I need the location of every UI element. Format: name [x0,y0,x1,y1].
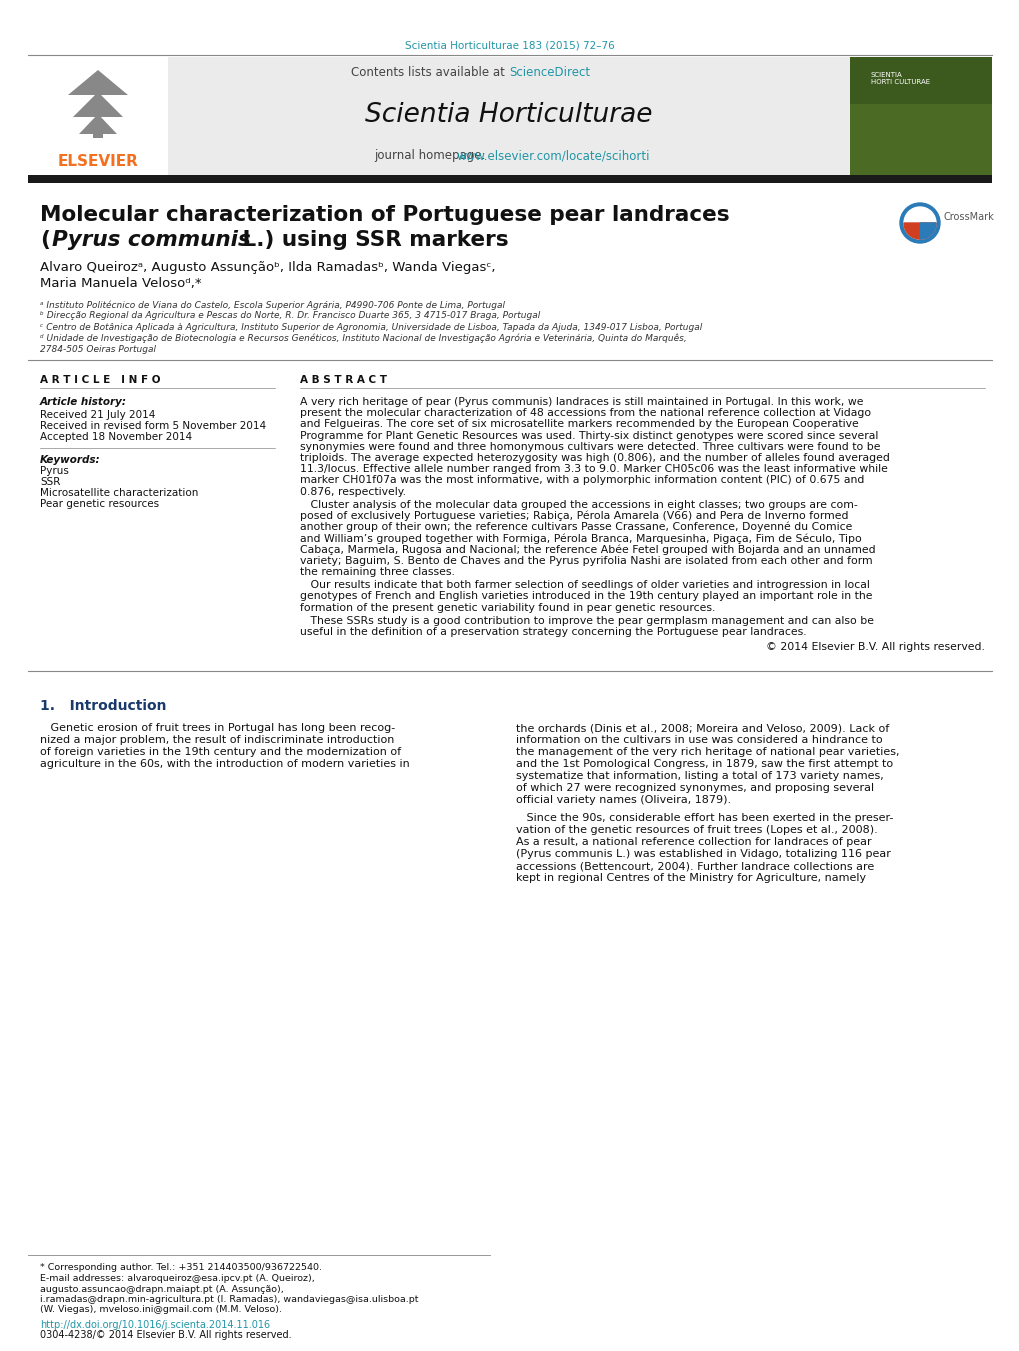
Text: genotypes of French and English varieties introduced in the 19th century played : genotypes of French and English varietie… [300,592,871,601]
Text: Our results indicate that both farmer selection of seedlings of older varieties : Our results indicate that both farmer se… [300,580,869,590]
Text: (Pyrus communis L.) was established in Vidago, totalizing 116 pear: (Pyrus communis L.) was established in V… [516,850,890,859]
Text: (W. Viegas), mveloso.ini@gmail.com (M.M. Veloso).: (W. Viegas), mveloso.ini@gmail.com (M.M.… [40,1305,281,1315]
Circle shape [899,203,940,243]
Text: triploids. The average expected heterozygosity was high (0.806), and the number : triploids. The average expected heterozy… [300,453,889,463]
Text: and Felgueiras. The core set of six microsatellite markers recommended by the Eu: and Felgueiras. The core set of six micr… [300,419,858,430]
Text: Since the 90s, considerable effort has been exerted in the preser-: Since the 90s, considerable effort has b… [516,813,893,823]
Text: SSR: SSR [40,477,60,486]
Text: ScienceDirect: ScienceDirect [508,66,590,80]
Text: Contents lists available at: Contents lists available at [351,66,508,80]
Text: * Corresponding author. Tel.: +351 214403500/936722540.: * Corresponding author. Tel.: +351 21440… [40,1263,322,1273]
Text: © 2014 Elsevier B.V. All rights reserved.: © 2014 Elsevier B.V. All rights reserved… [765,642,984,653]
Text: variety; Baguim, S. Bento de Chaves and the Pyrus pyrifolia Nashi are isolated f: variety; Baguim, S. Bento de Chaves and … [300,555,872,566]
Text: journal homepage:: journal homepage: [374,150,489,162]
Bar [28,57,168,176]
Text: the remaining three classes.: the remaining three classes. [300,567,454,577]
Text: Microsatellite characterization: Microsatellite characterization [40,488,198,499]
Text: 0304-4238/© 2014 Elsevier B.V. All rights reserved.: 0304-4238/© 2014 Elsevier B.V. All right… [40,1331,291,1340]
Bar [849,104,991,176]
Text: Maria Manuela Velosoᵈ,*: Maria Manuela Velosoᵈ,* [40,277,202,289]
Polygon shape [68,70,127,95]
Text: CrossMark: CrossMark [943,212,994,222]
Text: A very rich heritage of pear (Pyrus communis) landraces is still maintained in P: A very rich heritage of pear (Pyrus comm… [300,397,863,407]
Text: Programme for Plant Genetic Resources was used. Thirty-six distinct genotypes we: Programme for Plant Genetic Resources wa… [300,431,877,440]
Text: of foreign varieties in the 19th century and the modernization of: of foreign varieties in the 19th century… [40,747,400,757]
Text: vation of the genetic resources of fruit trees (Lopes et al., 2008).: vation of the genetic resources of fruit… [516,825,877,835]
Text: Received in revised form 5 November 2014: Received in revised form 5 November 2014 [40,422,266,431]
Text: (: ( [40,230,50,250]
Text: posed of exclusively Portuguese varieties; Rabiça, Pérola Amarela (V66) and Pera: posed of exclusively Portuguese varietie… [300,511,848,521]
Text: Pyrus: Pyrus [40,466,69,476]
Text: ᶜ Centro de Botânica Aplicada à Agricultura, Instituto Superior de Agronomia, Un: ᶜ Centro de Botânica Aplicada à Agricult… [40,323,701,331]
Text: present the molecular characterization of 48 accessions from the national refere: present the molecular characterization o… [300,408,870,419]
Text: ᵃ Instituto Politécnico de Viana do Castelo, Escola Superior Agrária, P4990-706 : ᵃ Instituto Politécnico de Viana do Cast… [40,300,504,309]
Text: ELSEVIER: ELSEVIER [57,154,139,169]
Text: formation of the present genetic variability found in pear genetic resources.: formation of the present genetic variabi… [300,603,714,612]
Text: Keywords:: Keywords: [40,455,101,465]
Polygon shape [73,92,123,118]
Text: Scientia Horticulturae 183 (2015) 72–76: Scientia Horticulturae 183 (2015) 72–76 [405,41,614,50]
Text: synonymies were found and three homonymous cultivars were detected. Three cultiv: synonymies were found and three homonymo… [300,442,879,451]
Text: Pyrus communis: Pyrus communis [52,230,251,250]
Text: Cluster analysis of the molecular data grouped the accessions in eight classes; : Cluster analysis of the molecular data g… [300,500,857,509]
Text: official variety names (Oliveira, 1879).: official variety names (Oliveira, 1879). [516,796,731,805]
Text: ᵇ Direcção Regional da Agricultura e Pescas do Norte, R. Dr. Francisco Duarte 36: ᵇ Direcção Regional da Agricultura e Pes… [40,312,540,320]
Text: http://dx.doi.org/10.1016/j.scienta.2014.11.016: http://dx.doi.org/10.1016/j.scienta.2014… [40,1320,270,1329]
Text: augusto.assuncao@drapn.maiapt.pt (A. Assunção),: augusto.assuncao@drapn.maiapt.pt (A. Ass… [40,1285,283,1293]
Text: another group of their own; the reference cultivars Passe Crassane, Conference, : another group of their own; the referenc… [300,521,852,532]
Bar [28,176,991,182]
Bar [849,57,991,176]
Text: Accepted 18 November 2014: Accepted 18 November 2014 [40,432,192,442]
Text: Genetic erosion of fruit trees in Portugal has long been recog-: Genetic erosion of fruit trees in Portug… [40,723,395,734]
Text: Cabaça, Marmela, Rugosa and Nacional; the reference Abée Fetel grouped with Boja: Cabaça, Marmela, Rugosa and Nacional; th… [300,544,874,555]
Text: i.ramadas@drapn.min-agricultura.pt (I. Ramadas), wandaviegas@isa.ulisboa.pt: i.ramadas@drapn.min-agricultura.pt (I. R… [40,1296,418,1304]
Text: E-mail addresses: alvaroqueiroz@esa.ipcv.pt (A. Queiroz),: E-mail addresses: alvaroqueiroz@esa.ipcv… [40,1274,315,1283]
Text: A R T I C L E   I N F O: A R T I C L E I N F O [40,376,160,385]
Text: nized a major problem, the result of indiscriminate introduction: nized a major problem, the result of ind… [40,735,394,746]
Text: kept in regional Centres of the Ministry for Agriculture, namely: kept in regional Centres of the Ministry… [516,873,865,884]
Text: 11.3/locus. Effective allele number ranged from 3.3 to 9.0. Marker CH05c06 was t: 11.3/locus. Effective allele number rang… [300,465,887,474]
Text: information on the cultivars in use was considered a hindrance to: information on the cultivars in use was … [516,735,881,746]
Text: accessions (Bettencourt, 2004). Further landrace collections are: accessions (Bettencourt, 2004). Further … [516,861,873,871]
Text: systematize that information, listing a total of 173 variety names,: systematize that information, listing a … [516,771,882,781]
Text: Pear genetic resources: Pear genetic resources [40,499,159,509]
Text: ᵈ Unidade de Investigação de Biotecnologia e Recursos Genéticos, Instituto Nacio: ᵈ Unidade de Investigação de Biotecnolog… [40,334,686,343]
Text: and William’s grouped together with Formiga, Pérola Branca, Marquesinha, Pigaça,: and William’s grouped together with Form… [300,534,861,543]
Text: and the 1st Pomological Congress, in 1879, saw the first attempt to: and the 1st Pomological Congress, in 187… [516,759,893,769]
Text: useful in the definition of a preservation strategy concerning the Portuguese pe: useful in the definition of a preservati… [300,627,806,638]
Text: of which 27 were recognized synonymes, and proposing several: of which 27 were recognized synonymes, a… [516,784,873,793]
Text: the orchards (Dinis et al., 2008; Moreira and Veloso, 2009). Lack of: the orchards (Dinis et al., 2008; Moreir… [516,723,889,734]
Text: agriculture in the 60s, with the introduction of modern varieties in: agriculture in the 60s, with the introdu… [40,759,410,769]
Text: Article history:: Article history: [40,397,127,407]
Text: A B S T R A C T: A B S T R A C T [300,376,386,385]
Bar [168,57,849,176]
Circle shape [903,207,935,239]
Text: 2784-505 Oeiras Portugal: 2784-505 Oeiras Portugal [40,345,156,354]
Text: Received 21 July 2014: Received 21 July 2014 [40,409,155,420]
Bar [93,123,103,138]
Text: marker CH01f07a was the most informative, with a polymorphic information content: marker CH01f07a was the most informative… [300,476,863,485]
Text: As a result, a national reference collection for landraces of pear: As a result, a national reference collec… [516,838,871,847]
Text: Scientia Horticulturae: Scientia Horticulturae [365,101,652,128]
Text: SCIENTIA
HORTI CULTURAE: SCIENTIA HORTI CULTURAE [870,72,929,85]
Text: These SSRs study is a good contribution to improve the pear germplasm management: These SSRs study is a good contribution … [300,616,873,626]
Text: Alvaro Queirozᵃ, Augusto Assunçãoᵇ, Ilda Ramadasᵇ, Wanda Viegasᶜ,: Alvaro Queirozᵃ, Augusto Assunçãoᵇ, Ilda… [40,262,495,274]
Text: Molecular characterization of Portuguese pear landraces: Molecular characterization of Portuguese… [40,205,729,226]
Text: L.) using SSR markers: L.) using SSR markers [234,230,508,250]
Text: 1.   Introduction: 1. Introduction [40,700,166,713]
Wedge shape [919,223,935,239]
Text: www.elsevier.com/locate/scihorti: www.elsevier.com/locate/scihorti [457,150,650,162]
Text: the management of the very rich heritage of national pear varieties,: the management of the very rich heritage… [516,747,899,757]
Polygon shape [78,113,117,134]
Text: 0.876, respectively.: 0.876, respectively. [300,486,406,497]
Wedge shape [903,223,935,239]
